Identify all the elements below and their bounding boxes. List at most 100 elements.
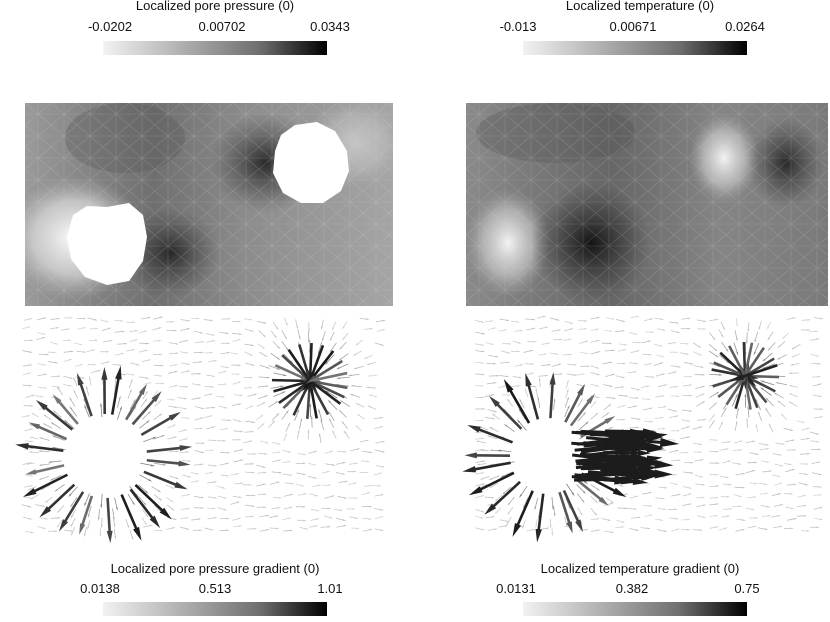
vector-arrow: [348, 497, 359, 499]
vector-arrow: [809, 431, 820, 435]
vector-arrow: [75, 376, 86, 379]
vector-arrow: [500, 361, 511, 364]
vector-arrow: [320, 418, 325, 431]
vector-arrow: [297, 329, 301, 341]
temperature-gradient-vectors: [460, 306, 830, 546]
vector-arrow: [245, 405, 254, 410]
vector-arrow: [475, 396, 485, 399]
vector-arrow: [42, 414, 52, 421]
vector-arrow: [733, 440, 743, 444]
vector-arrow: [760, 504, 771, 508]
vector-arrow: [374, 342, 385, 346]
vector-arrow: [51, 385, 62, 388]
vector-arrow: [113, 528, 117, 540]
temperature-tick-min: -0.013: [499, 19, 537, 34]
vector-arrow: [24, 440, 35, 443]
vector-arrow: [338, 409, 347, 418]
vector-arrow: [788, 372, 799, 375]
vector-arrow: [166, 504, 175, 511]
vector-arrow: [577, 411, 587, 422]
vector-arrow: [645, 331, 655, 334]
vector-arrow: [139, 419, 150, 429]
vector-arrow: [37, 526, 47, 529]
vector-arrow: [269, 527, 280, 530]
vector-arrow: [814, 317, 824, 320]
vector-arrow: [169, 450, 180, 453]
vector-arrow: [549, 372, 556, 419]
vector-arrow: [708, 413, 716, 422]
vector-arrow: [757, 527, 769, 530]
vector-arrow: [497, 385, 507, 389]
vector-arrow: [523, 350, 534, 353]
vector-arrow: [812, 383, 823, 387]
vector-arrow: [590, 484, 601, 491]
vector-arrow: [617, 405, 627, 408]
vector-arrow: [497, 449, 512, 453]
vector-arrow: [191, 372, 202, 375]
vector-arrow: [507, 496, 515, 506]
vector-arrow: [114, 497, 118, 512]
vector-arrow: [203, 393, 214, 397]
vector-arrow: [131, 391, 162, 426]
vector-arrow: [23, 485, 34, 488]
vector-arrow: [693, 442, 703, 446]
vector-arrow: [603, 384, 614, 387]
vector-arrow: [68, 486, 78, 498]
vector-arrow: [629, 397, 640, 399]
vector-arrow: [485, 416, 496, 420]
vector-arrow: [696, 400, 706, 407]
vector-arrow: [62, 339, 72, 342]
vector-arrow: [551, 329, 562, 332]
vector-arrow: [718, 329, 724, 339]
vector-arrow: [564, 396, 569, 408]
vector-arrow: [603, 403, 612, 411]
vector-arrow: [37, 373, 48, 377]
vector-arrow: [178, 385, 189, 388]
vector-arrow: [83, 526, 87, 538]
vector-arrow: [89, 376, 92, 386]
vector-arrow: [731, 462, 742, 465]
vector-arrow: [282, 517, 292, 521]
vector-arrow: [800, 437, 811, 441]
vector-arrow: [757, 410, 763, 422]
vector-arrow: [307, 331, 310, 343]
vector-arrow: [800, 329, 811, 331]
vector-arrow: [152, 390, 159, 398]
vector-arrow: [39, 483, 76, 518]
vector-arrow: [347, 470, 357, 473]
vector-arrow: [629, 527, 640, 531]
vector-arrow: [603, 503, 614, 506]
vector-arrow: [153, 353, 163, 356]
vector-arrow: [488, 395, 523, 430]
vector-arrow: [564, 321, 574, 324]
vector-arrow: [349, 516, 359, 519]
vector-arrow: [732, 505, 743, 508]
vector-arrow: [813, 408, 824, 410]
vector-arrow: [76, 317, 87, 320]
vector-arrow: [103, 340, 114, 343]
vector-arrow: [257, 343, 266, 350]
vector-arrow: [485, 516, 496, 519]
vector-arrow: [91, 370, 102, 373]
vector-arrow: [773, 392, 784, 399]
vector-arrow: [307, 429, 310, 440]
vector-arrow: [355, 339, 363, 346]
vector-arrow: [642, 353, 653, 356]
vector-arrow: [564, 404, 570, 417]
vector-arrow: [747, 405, 750, 418]
vector-arrow: [256, 506, 267, 509]
vector-arrow: [356, 413, 365, 420]
vector-arrow: [567, 363, 578, 366]
vector-arrow: [799, 463, 809, 465]
vector-arrow: [578, 455, 627, 466]
temperature-colorbar: [523, 41, 747, 55]
vector-arrow: [692, 426, 703, 430]
vector-arrow: [22, 364, 33, 367]
vector-arrow: [775, 382, 787, 386]
vector-arrow: [47, 460, 62, 463]
vector-arrow: [683, 486, 693, 489]
vector-arrow: [366, 361, 376, 365]
vector-arrow: [736, 518, 747, 521]
vector-arrow: [723, 508, 733, 510]
vector-arrow: [564, 517, 568, 528]
